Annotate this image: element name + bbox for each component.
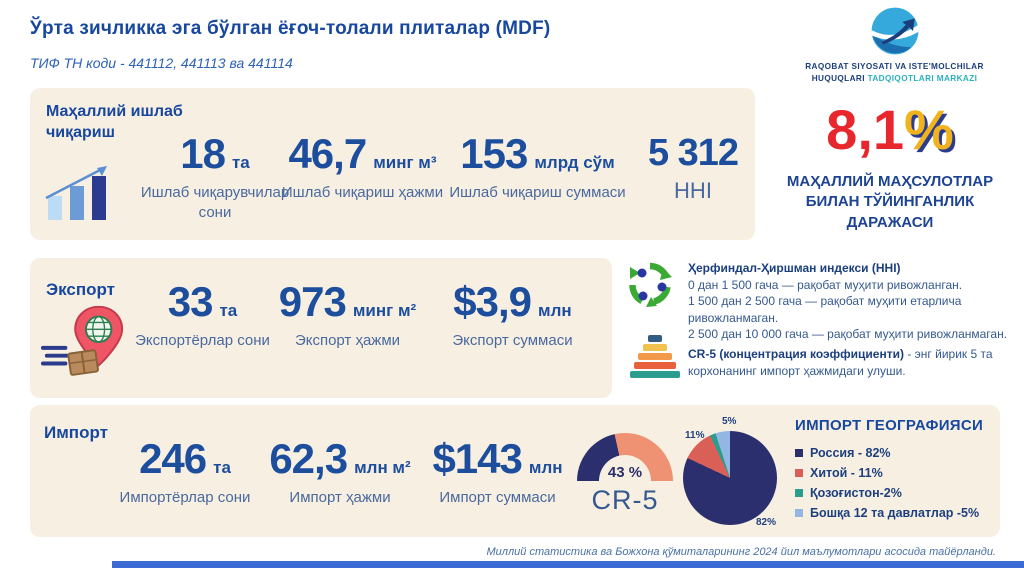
export-panel: Экспорт	[30, 258, 612, 398]
page-subtitle: ТИФ ТН коди - 441112, 441113 ва 441114	[30, 55, 293, 71]
stat-importers-count: 246 та Импортёрлар сони	[119, 435, 251, 506]
stat-export-sum: $3,9 млн Экспорт суммаси	[452, 278, 573, 349]
legend-bullet	[795, 469, 803, 477]
stat-import-volume: 62,3 млн м² Импорт ҳажми	[269, 435, 411, 506]
production-panel: Маҳаллий ишлаб чиқариш 18 та Ишлаб чиқару…	[30, 88, 755, 240]
cr5-gauge-value: 43 %	[607, 464, 643, 481]
legend-bullet	[795, 449, 803, 457]
legend-item-other: Бошқа 12 та давлатлар -5%	[795, 506, 995, 520]
pie-label-other: 5%	[722, 416, 737, 427]
pie-label-russia: 82%	[756, 517, 777, 528]
legend-bullet	[795, 489, 803, 497]
cr5-definition-title: CR-5 (концентрация коэффициенти)	[688, 347, 904, 361]
org-name-line1: RAQOBAT SIYOSATI VA ISTE'MOLCHILAR	[805, 62, 984, 71]
stat-producers-count: 18 та Ишлаб чиқарувчилар сони	[140, 130, 290, 221]
pyramid-bars-icon	[630, 334, 680, 385]
page-title: Ўрта зичликка эга бўлган ёғоч-толали пли…	[30, 18, 551, 39]
stat-import-sum: $143 млн Импорт суммаси	[432, 435, 563, 506]
cr5-gauge: 43 %	[577, 433, 673, 481]
org-name-line2: HUQUQLARI TADQIQOTLARI MARKAZI	[811, 73, 978, 83]
import-title: Импорт	[44, 423, 108, 442]
stat-export-volume: 973 минг м² Экспорт ҳажми	[278, 278, 417, 349]
bar-chart-growth-icon	[44, 160, 120, 229]
cr5-gauge-label: CR-5	[591, 485, 659, 515]
import-panel: Импорт 246 та Импортёрлар сони 62,3 млн м²…	[30, 405, 1000, 537]
legend-item-china: Хитой - 11%	[795, 466, 995, 480]
import-geography: ИМПОРТ ГЕОГРАФИЯСИ Россия - 82% Хитой - …	[795, 417, 995, 526]
cr5-definition: CR-5 (концентрация коэффициенти) - энг й…	[688, 347, 993, 378]
org-name: RAQOBAT SIYOSATI VA ISTE'MOLCHILAR HUQUQ…	[787, 61, 1002, 85]
bottom-accent-bar	[112, 561, 1024, 568]
pie-label-china: 11%	[685, 430, 705, 441]
stat-exporters-count: 33 та Экспортёрлар сони	[135, 278, 270, 349]
saturation-value: 8,1%	[826, 98, 954, 161]
import-pie	[683, 431, 777, 525]
export-title: Экспорт	[46, 280, 115, 299]
hhi-definition: Ҳерфиндал-Ҳиршман индекси (HHI) 0 дан 1 …	[688, 261, 1008, 342]
source-note: Миллий статистика ва Божхона қўмиталарин…	[486, 546, 996, 558]
production-title: Маҳаллий ишлаб чиқариш	[46, 103, 183, 141]
org-logo: RAQOBAT SIYOSATI VA ISTE'MOLCHILAR HUQUQ…	[787, 4, 1002, 85]
recycle-icon	[626, 260, 674, 313]
import-geography-title: ИМПОРТ ГЕОГРАФИЯСИ	[795, 417, 984, 434]
export-shipping-pin-icon	[40, 302, 128, 387]
stat-production-sum: 153 млрд сўм Ишлаб чиқариш суммаси	[449, 130, 626, 201]
saturation-label: МАҲАЛЛИЙ МАҲСУЛОТЛАР БИЛАН ТЎЙИНГАНЛИК Д…	[786, 173, 994, 231]
saturation-block: 8,1% МАҲАЛЛИЙ МАҲСУЛОТЛАР БИЛАН ТЎЙИНГАН…	[765, 102, 1015, 233]
legend-item-russia: Россия - 82%	[795, 446, 995, 460]
stat-production-volume: 46,7 минг м³ Ишлаб чиқариш ҳажми	[281, 130, 444, 201]
legend-item-kazakhstan: Қозоғистон-2%	[795, 486, 995, 500]
stat-hhi: 5 312 HHI	[647, 132, 739, 203]
legend-bullet	[795, 509, 803, 517]
hhi-definition-title: Ҳерфиндал-Ҳиршман индекси (HHI)	[688, 261, 901, 275]
globe-arrow-logo-icon	[787, 4, 1002, 58]
